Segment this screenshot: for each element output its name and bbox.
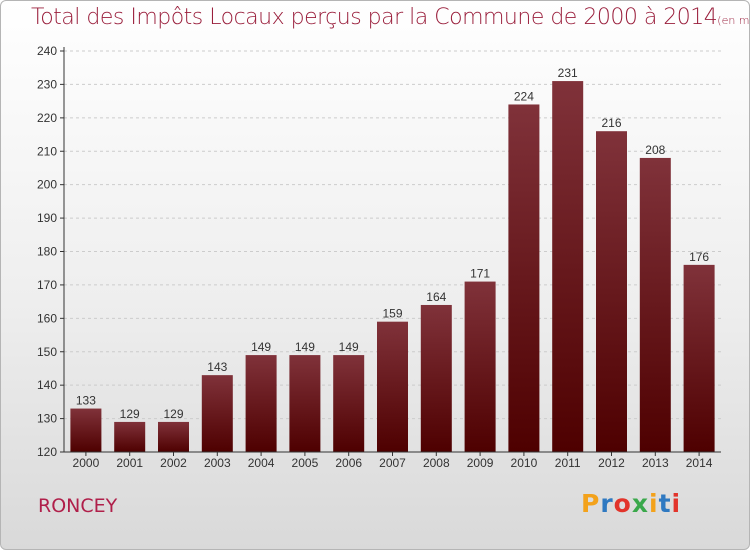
logo-letter: r (600, 489, 614, 518)
y-tick-label: 200 (37, 178, 57, 192)
x-tick-label: 2001 (116, 456, 143, 470)
chart-title: Total des Impôts Locaux perçus par la Co… (31, 5, 750, 30)
data-label: 224 (514, 89, 534, 103)
chart-title-text: Total des Impôts Locaux perçus par la Co… (31, 5, 718, 30)
bar-2014 (683, 264, 715, 452)
data-label: 159 (382, 307, 402, 321)
bar-2006 (333, 355, 365, 452)
bar-2012 (596, 131, 627, 452)
x-tick-label: 2013 (642, 456, 669, 470)
x-tick-label: 2006 (335, 456, 362, 470)
data-label: 149 (295, 340, 315, 354)
x-tick-label: 2004 (248, 456, 275, 470)
y-tick-label: 140 (37, 378, 57, 392)
data-label: 216 (601, 116, 621, 130)
data-label: 129 (163, 407, 183, 421)
bar-2002 (158, 421, 189, 452)
x-tick-label: 2012 (598, 456, 625, 470)
x-tick-label: 2011 (555, 456, 581, 470)
chart-unit: (en milliers d'€) (717, 14, 750, 27)
bar-2011 (552, 81, 584, 452)
commune-name: RONCEY (38, 495, 118, 517)
x-tick-label: 2007 (379, 456, 406, 470)
y-tick-label: 210 (37, 144, 57, 158)
bar-2005 (289, 355, 321, 452)
y-tick-label: 190 (37, 211, 57, 225)
data-label: 164 (426, 290, 446, 304)
data-label: 171 (470, 267, 490, 281)
x-tick-label: 2003 (204, 456, 231, 470)
bar-2008 (420, 304, 452, 452)
bar-2000 (70, 408, 102, 452)
bar-2001 (114, 421, 146, 452)
x-tick-label: 2008 (423, 456, 450, 470)
y-tick-label: 150 (37, 345, 57, 359)
data-label: 231 (558, 66, 578, 80)
bar-2004 (245, 355, 277, 452)
bar-2007 (377, 321, 408, 452)
y-tick-label: 170 (37, 278, 57, 292)
data-label: 208 (645, 143, 665, 157)
y-tick-label: 180 (37, 245, 57, 259)
y-tick-label: 120 (37, 445, 57, 459)
data-label: 149 (339, 340, 359, 354)
x-tick-label: 2009 (467, 456, 494, 470)
y-tick-label: 240 (37, 44, 57, 58)
x-tick-label: 2000 (73, 456, 100, 470)
logo-letter: o (613, 489, 632, 518)
x-tick-label: 2005 (292, 456, 319, 470)
data-label: 149 (251, 340, 271, 354)
y-tick-label: 160 (37, 311, 57, 325)
x-tick-label: 2002 (160, 456, 187, 470)
bar-2009 (464, 281, 496, 452)
y-tick-label: 130 (37, 412, 57, 426)
bar-2010 (508, 104, 540, 452)
y-tick-label: 220 (37, 111, 57, 125)
x-tick-label: 2014 (686, 456, 713, 470)
x-tick-label: 2010 (511, 456, 538, 470)
bar-2003 (201, 375, 233, 452)
bar-2013 (639, 157, 671, 452)
data-label: 133 (76, 394, 96, 408)
logo-letter: t (658, 489, 672, 518)
proxiti-logo: Proxiti (581, 489, 681, 518)
logo-letter: i (649, 489, 659, 518)
logo-letter: x (631, 489, 649, 518)
data-label: 176 (689, 250, 709, 264)
logo-letter: P (581, 489, 601, 518)
y-tick-label: 230 (37, 77, 57, 91)
data-label: 129 (120, 407, 140, 421)
data-label: 143 (207, 360, 227, 374)
logo-letter: i (671, 489, 682, 518)
